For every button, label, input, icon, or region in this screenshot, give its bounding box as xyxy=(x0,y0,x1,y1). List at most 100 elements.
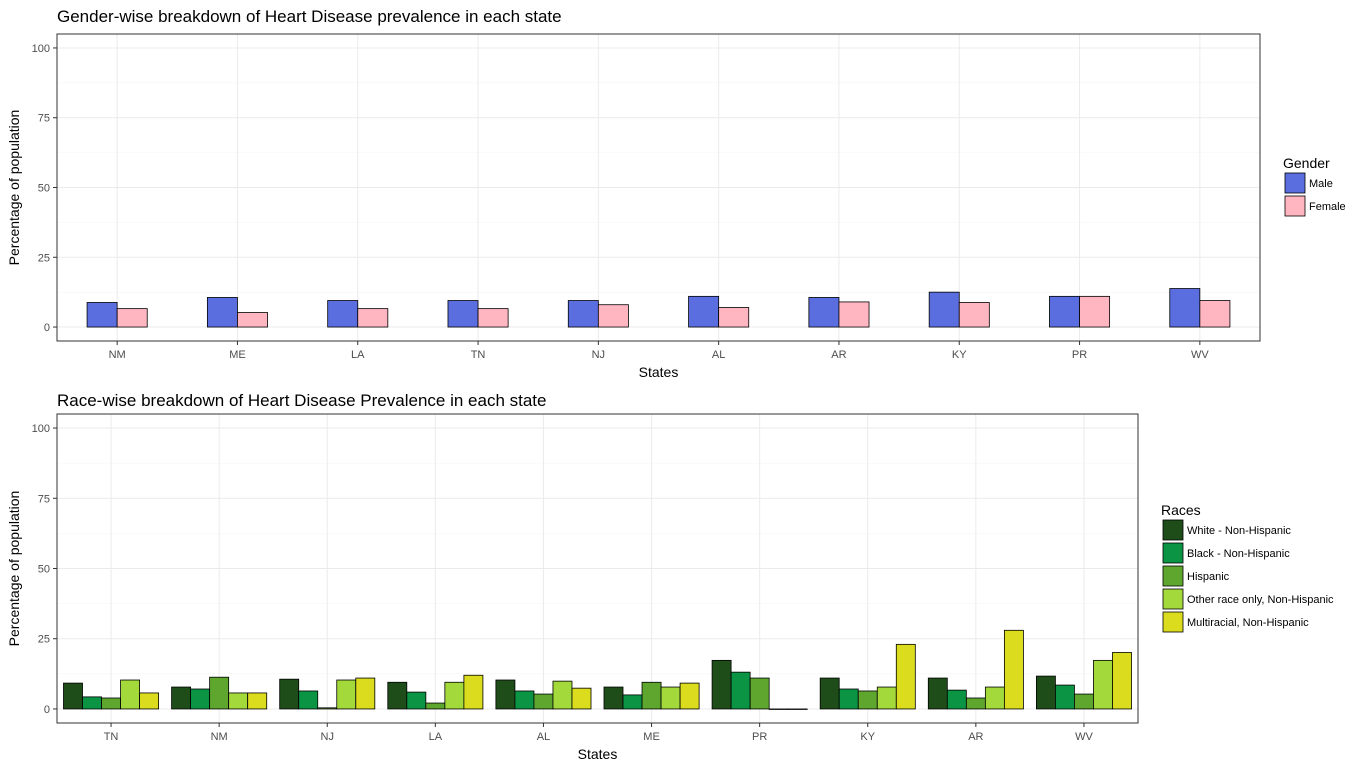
y-tick-label: 50 xyxy=(38,183,50,195)
race-chart-y-ticks: 0 25 50 75 100 xyxy=(32,423,57,716)
bar-pr-male xyxy=(1049,295,1080,328)
legend-label: White - Non-Hispanic xyxy=(1187,525,1291,537)
bar-nj-female xyxy=(597,304,629,328)
bar-la-white-non-hispanic xyxy=(387,681,408,710)
gender-chart: Gender-wise breakdown of Heart Disease p… xyxy=(6,7,1346,380)
bar-ky-female xyxy=(958,302,990,328)
bar-nj-hispanic xyxy=(317,707,338,710)
bar-pr-white-non-hispanic xyxy=(711,659,732,710)
bar-ky-white-non-hispanic xyxy=(819,677,840,710)
legend-key xyxy=(1162,565,1184,587)
bar-ar-female xyxy=(838,301,870,328)
bar-la-other-race-only-non-hispanic xyxy=(444,681,465,710)
bar-wv-other-race-only-non-hispanic xyxy=(1093,659,1113,710)
y-tick-label: 100 xyxy=(32,43,50,55)
bar-tn-black-non-hispanic xyxy=(82,696,102,710)
race-chart-bars xyxy=(63,629,1132,710)
bar-nj-white-non-hispanic xyxy=(279,678,300,710)
bar-nj-black-non-hispanic xyxy=(298,690,319,710)
x-tick-label: NJ xyxy=(321,731,334,743)
y-tick-label: 0 xyxy=(44,704,50,716)
bar-al-white-non-hispanic xyxy=(495,679,516,710)
bar-nj-multiracial-non-hispanic xyxy=(355,677,376,710)
bar-ar-male xyxy=(808,297,840,328)
x-tick-label: AL xyxy=(712,349,725,361)
bar-tn-hispanic xyxy=(101,697,121,710)
race-chart: Race-wise breakdown of Heart Disease Pre… xyxy=(6,391,1334,762)
gender-chart-legend: Gender Male Female xyxy=(1283,155,1346,217)
bar-nm-multiracial-non-hispanic xyxy=(247,692,268,710)
gender-chart-x-axis-label: States xyxy=(639,364,679,380)
bar-wv-hispanic xyxy=(1074,693,1094,710)
gender-chart-y-ticks: 0 25 50 75 100 xyxy=(32,43,57,334)
gender-chart-grid xyxy=(57,34,1260,341)
bar-me-multiracial-non-hispanic xyxy=(679,682,700,710)
legend-key xyxy=(1284,172,1306,194)
bar-nj-other-race-only-non-hispanic xyxy=(336,679,357,710)
gender-chart-title: Gender-wise breakdown of Heart Disease p… xyxy=(57,7,562,26)
bar-wv-multiracial-non-hispanic xyxy=(1112,652,1132,710)
bar-ar-hispanic xyxy=(965,697,986,710)
legend-key xyxy=(1162,542,1184,564)
bar-nm-female xyxy=(116,308,148,328)
legend-label: Other race only, Non-Hispanic xyxy=(1187,594,1334,606)
legend-label: Female xyxy=(1309,201,1346,213)
x-tick-label: LA xyxy=(351,349,365,361)
x-tick-label: AR xyxy=(968,731,983,743)
bar-pr-multiracial-non-hispanic xyxy=(787,708,808,710)
bar-pr-other-race-only-non-hispanic xyxy=(768,708,789,710)
x-tick-label: NM xyxy=(211,731,228,743)
bar-wv-white-non-hispanic xyxy=(1035,675,1056,710)
x-tick-label: LA xyxy=(429,731,443,743)
bar-nm-other-race-only-non-hispanic xyxy=(228,692,249,710)
y-tick-label: 100 xyxy=(32,423,50,435)
y-tick-label: 0 xyxy=(44,322,50,334)
legend-label: Multiracial, Non-Hispanic xyxy=(1187,617,1309,629)
bar-tn-female xyxy=(477,308,509,328)
race-legend-title: Races xyxy=(1161,502,1201,518)
gender-chart-bars xyxy=(86,288,1231,328)
x-tick-label: KY xyxy=(860,731,875,743)
bar-la-black-non-hispanic xyxy=(406,691,427,710)
bar-nm-white-non-hispanic xyxy=(171,686,192,710)
bar-me-female xyxy=(237,312,268,328)
race-chart-x-ticks: TN NM NJ LA AL ME PR KY AR WV xyxy=(104,723,1093,743)
legend-key xyxy=(1162,519,1184,541)
race-chart-grid xyxy=(57,414,1138,723)
bar-pr-female xyxy=(1079,295,1111,328)
x-tick-label: TN xyxy=(104,731,119,743)
y-tick-label: 75 xyxy=(38,113,50,125)
legend-label: Black - Non-Hispanic xyxy=(1187,548,1290,560)
x-tick-label: PR xyxy=(752,731,767,743)
bar-nm-black-non-hispanic xyxy=(190,688,211,710)
x-tick-label: NJ xyxy=(592,349,605,361)
bar-pr-hispanic xyxy=(749,677,770,710)
bar-ar-black-non-hispanic xyxy=(946,689,967,710)
bar-wv-male xyxy=(1169,288,1201,328)
bar-me-hispanic xyxy=(641,681,662,710)
race-chart-legend: Races White - Non-Hispanic Black - Non-Hi… xyxy=(1161,502,1334,633)
x-tick-label: WV xyxy=(1191,349,1209,361)
bar-ky-multiracial-non-hispanic xyxy=(895,643,916,710)
bar-al-female xyxy=(718,307,750,328)
bar-me-white-non-hispanic xyxy=(603,686,624,710)
bar-wv-black-non-hispanic xyxy=(1055,684,1075,710)
y-tick-label: 25 xyxy=(38,252,50,264)
legend-key xyxy=(1162,611,1184,633)
bar-me-male xyxy=(206,297,238,328)
y-tick-label: 75 xyxy=(38,493,50,505)
legend-label: Male xyxy=(1309,178,1333,190)
bar-tn-white-non-hispanic xyxy=(63,682,83,710)
bar-nm-male xyxy=(86,302,118,328)
bar-ky-male xyxy=(928,291,960,328)
bar-me-black-non-hispanic xyxy=(622,694,643,710)
bar-al-black-non-hispanic xyxy=(514,690,535,710)
x-tick-label: ME xyxy=(229,349,246,361)
bar-ar-multiracial-non-hispanic xyxy=(1003,629,1024,710)
gender-chart-x-ticks: NM ME LA TN NJ AL AR KY PR WV xyxy=(109,341,1209,361)
legend-key xyxy=(1162,588,1184,610)
bar-nm-hispanic xyxy=(209,676,230,710)
bar-al-male xyxy=(688,295,720,328)
bar-la-multiracial-non-hispanic xyxy=(463,674,484,710)
